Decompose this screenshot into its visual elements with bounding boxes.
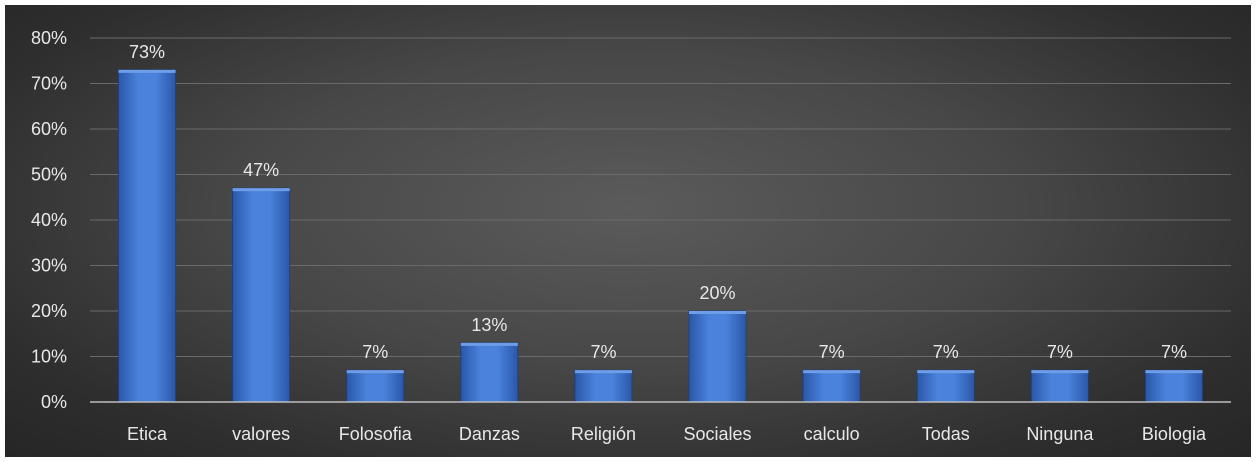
y-tick-label: 60% — [31, 119, 67, 139]
bar — [1030, 369, 1089, 403]
y-axis: 0% 10% 20% 30% 40% 50% 60% 70% 80% — [31, 28, 67, 412]
y-tick-label: 0% — [41, 392, 67, 412]
data-label: 7% — [590, 342, 616, 362]
bars — [118, 69, 1203, 403]
bar-highlight — [803, 370, 861, 374]
x-tick-label: Etica — [127, 424, 168, 444]
x-tick-label: Religión — [571, 424, 636, 444]
data-label: 73% — [129, 42, 165, 62]
x-tick-label: Ninguna — [1026, 424, 1094, 444]
bar — [118, 69, 176, 403]
bar-highlight — [689, 311, 747, 314]
y-tick-label: 40% — [31, 210, 67, 230]
x-tick-label: Biologia — [1142, 424, 1207, 444]
bar-chart: 0% 10% 20% 30% 40% 50% 60% 70% 80% Etica valores F… — [31, 28, 1231, 444]
bar-highlight — [118, 69, 176, 73]
x-tick-label: Folosofia — [339, 424, 413, 444]
bar-highlight — [917, 370, 975, 374]
bar — [574, 369, 633, 403]
y-tick-label: 70% — [31, 74, 67, 94]
bar — [346, 369, 405, 403]
data-label: 7% — [933, 342, 959, 362]
bar-highlight — [574, 370, 632, 374]
data-label: 7% — [819, 342, 845, 362]
x-tick-label: valores — [232, 424, 290, 444]
x-tick-label: calculo — [804, 424, 860, 444]
bar — [460, 342, 519, 403]
x-tick-label: Todas — [922, 424, 970, 444]
data-labels: 73% 47% 7% 13% 7% 20% 7% 7% 7% 7% — [129, 42, 1187, 362]
x-tick-label: Danzas — [459, 424, 520, 444]
y-tick-label: 30% — [31, 256, 67, 276]
data-label: 7% — [1047, 342, 1073, 362]
chart-area: 0% 10% 20% 30% 40% 50% 60% 70% 80% Etica valores F… — [5, 5, 1251, 457]
bar-highlight — [1031, 370, 1089, 374]
data-label: 47% — [243, 160, 279, 180]
bar — [688, 310, 747, 403]
y-tick-label: 10% — [31, 347, 67, 367]
bar — [232, 187, 291, 403]
bar-highlight — [232, 188, 290, 192]
bar — [916, 369, 975, 403]
bar-highlight — [1145, 370, 1203, 374]
data-label: 20% — [700, 283, 736, 303]
y-tick-label: 80% — [31, 28, 67, 48]
bar — [1145, 369, 1203, 403]
x-axis: Etica valores Folosofia Danzas Religión Socia… — [90, 401, 1231, 444]
bar-highlight — [346, 370, 404, 374]
bar — [802, 369, 861, 403]
data-label: 13% — [471, 315, 507, 335]
data-label: 7% — [362, 342, 388, 362]
bar-highlight — [460, 342, 518, 346]
x-tick-label: Sociales — [684, 424, 752, 444]
y-tick-label: 50% — [31, 165, 67, 185]
y-tick-label: 20% — [31, 301, 67, 321]
data-label: 7% — [1161, 342, 1187, 362]
